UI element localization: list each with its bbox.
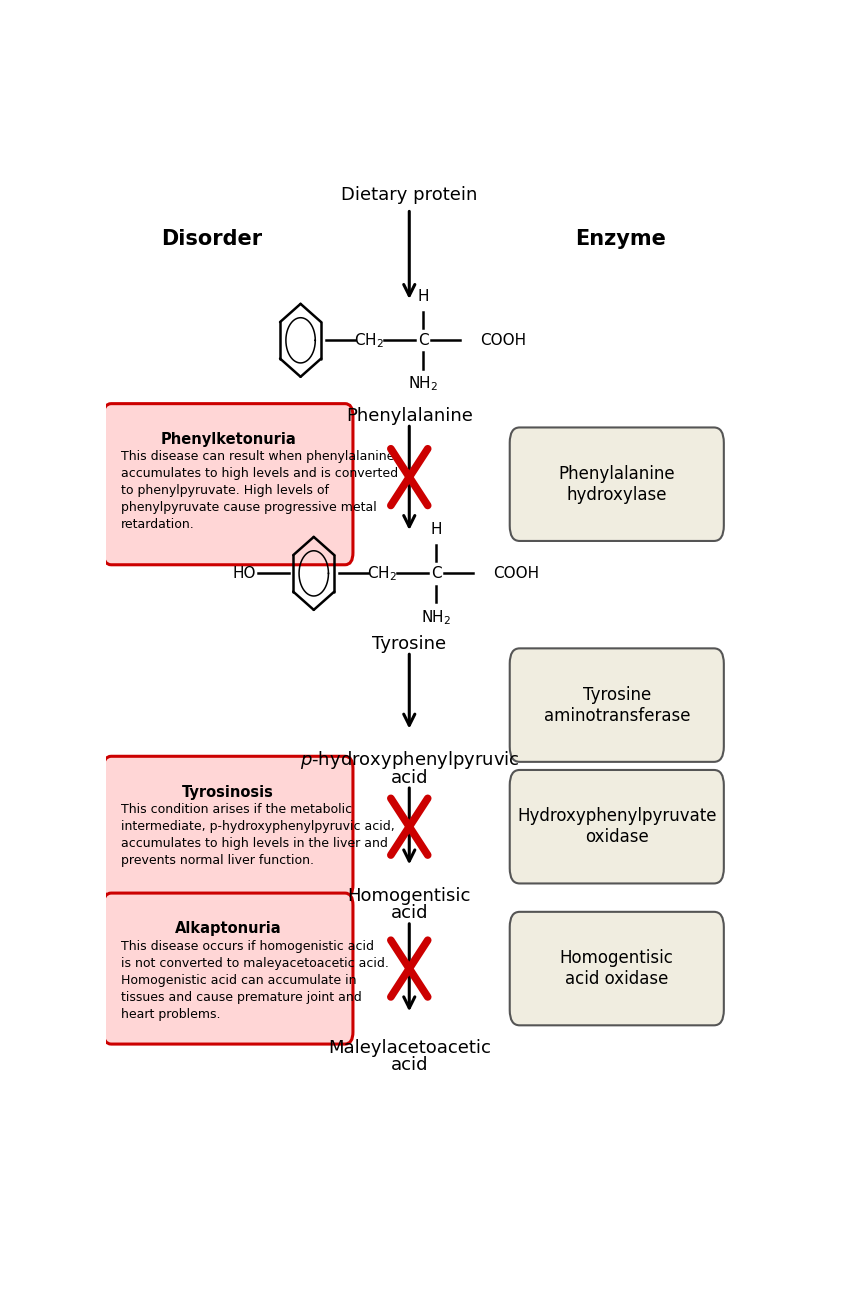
Text: NH$_2$: NH$_2$ — [422, 608, 451, 626]
FancyBboxPatch shape — [510, 912, 724, 1025]
Text: This disease can result when phenylalanine
accumulates to high levels and is con: This disease can result when phenylalani… — [121, 450, 398, 532]
FancyBboxPatch shape — [510, 428, 724, 541]
Text: acid: acid — [390, 769, 428, 787]
Text: COOH: COOH — [480, 333, 526, 347]
Text: Phenylalanine: Phenylalanine — [346, 408, 473, 425]
Text: Disorder: Disorder — [162, 229, 262, 249]
Text: Tyrosinosis: Tyrosinosis — [182, 784, 274, 800]
Text: Hydroxyphenylpyruvate
oxidase: Hydroxyphenylpyruvate oxidase — [517, 807, 717, 846]
Text: CH$_2$: CH$_2$ — [367, 565, 397, 583]
Text: $p$-hydroxyphenylpyruvic: $p$-hydroxyphenylpyruvic — [299, 749, 519, 771]
Text: Maleylacetoacetic: Maleylacetoacetic — [328, 1038, 490, 1057]
Text: C: C — [418, 333, 428, 347]
Text: H: H — [431, 522, 442, 537]
FancyBboxPatch shape — [510, 770, 724, 883]
Text: This disease occurs if homogenistic acid
is not converted to maleyacetoacetic ac: This disease occurs if homogenistic acid… — [121, 940, 389, 1021]
Text: Phenylketonuria: Phenylketonuria — [161, 432, 296, 447]
FancyBboxPatch shape — [104, 894, 353, 1044]
FancyBboxPatch shape — [104, 404, 353, 565]
Text: Phenylalanine
hydroxylase: Phenylalanine hydroxylase — [558, 465, 675, 504]
Text: Alkaptonuria: Alkaptonuria — [175, 921, 281, 937]
Text: COOH: COOH — [494, 566, 540, 580]
Text: acid: acid — [390, 1055, 428, 1074]
Text: CH$_2$: CH$_2$ — [354, 330, 384, 350]
Text: Tyrosine
aminotransferase: Tyrosine aminotransferase — [543, 686, 690, 725]
Text: Enzyme: Enzyme — [575, 229, 666, 249]
Text: Tyrosine: Tyrosine — [372, 636, 446, 653]
Text: acid: acid — [390, 904, 428, 921]
Text: Dietary protein: Dietary protein — [341, 187, 478, 204]
Text: Homogentisic: Homogentisic — [348, 887, 471, 904]
Text: C: C — [431, 566, 442, 580]
Text: This condition arises if the metabolic
intermediate, p-hydroxyphenylpyruvic acid: This condition arises if the metabolic i… — [121, 803, 394, 867]
Text: H: H — [417, 288, 429, 304]
FancyBboxPatch shape — [510, 649, 724, 762]
Text: HO: HO — [232, 566, 256, 580]
Text: Homogentisic
acid oxidase: Homogentisic acid oxidase — [560, 949, 674, 988]
FancyBboxPatch shape — [104, 757, 353, 898]
Text: NH$_2$: NH$_2$ — [408, 375, 439, 393]
